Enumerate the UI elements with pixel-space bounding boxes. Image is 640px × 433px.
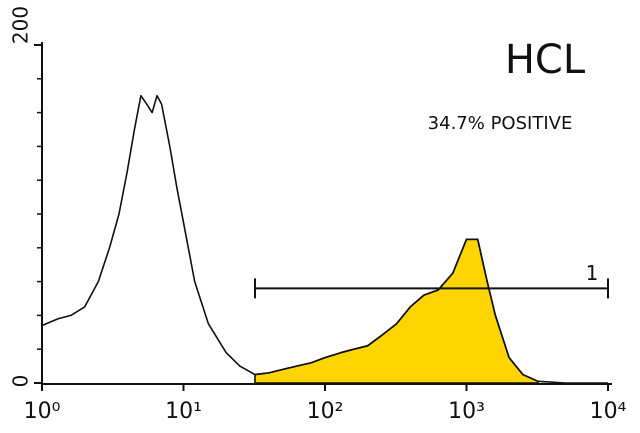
gate-label: 1 [586, 261, 599, 285]
x-tick-label: 10³ [448, 399, 485, 424]
x-tick-label: 10⁰ [24, 399, 61, 424]
annotation: 34.7% POSITIVE [428, 113, 573, 134]
chart-title: HCL [505, 37, 586, 83]
x-tick-label: 10² [307, 399, 344, 424]
histogram-area [254, 238, 539, 384]
x-tick-label: 10¹ [165, 399, 202, 424]
y-tick-label: 200 [9, 6, 33, 44]
y-tick-label: 0 [9, 375, 33, 388]
x-tick-label: 10⁴ [590, 399, 627, 424]
histogram-line [41, 94, 608, 384]
